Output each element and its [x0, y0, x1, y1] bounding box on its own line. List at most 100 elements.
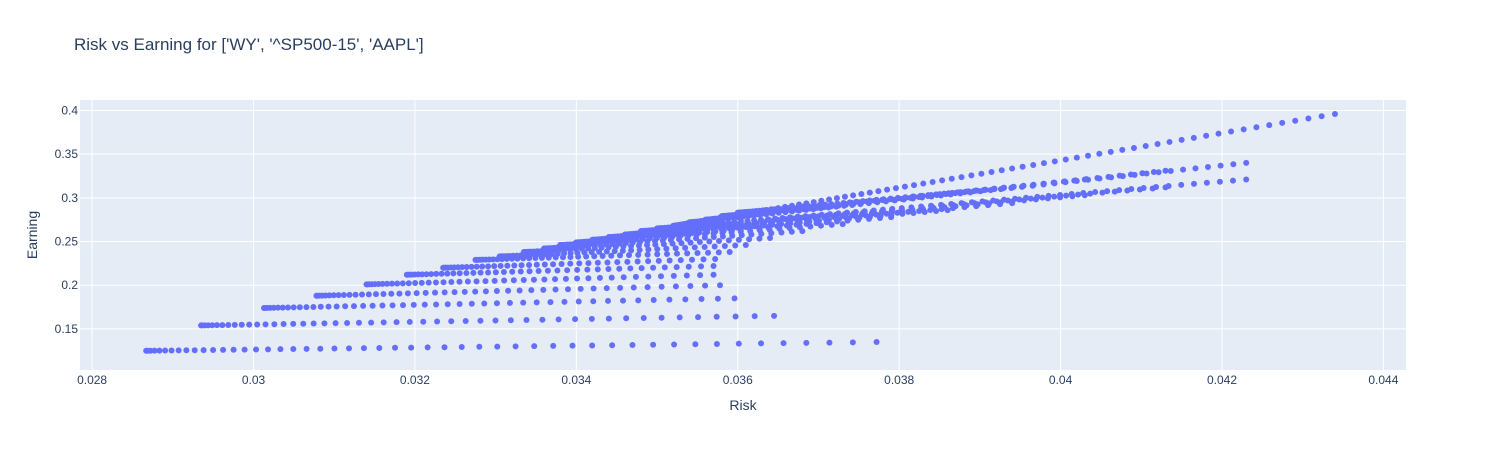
- scatter-point: [310, 320, 317, 327]
- scatter-point: [697, 272, 704, 279]
- scatter-point: [879, 206, 886, 213]
- scatter-point: [714, 295, 721, 302]
- scatter-point: [835, 210, 842, 217]
- y-tick-label: 0.2: [61, 278, 78, 292]
- scatter-point: [1045, 192, 1052, 199]
- scatter-point: [929, 178, 936, 185]
- scatter-point: [317, 303, 324, 310]
- scatter-point: [786, 214, 793, 221]
- scatter-series: [261, 295, 738, 311]
- scatter-point: [509, 268, 516, 275]
- scatter-point: [340, 292, 347, 299]
- scatter-point: [1204, 163, 1211, 170]
- scatter-point: [564, 267, 571, 274]
- scatter-point: [1203, 132, 1210, 139]
- scatter-point: [501, 277, 508, 284]
- scatter-point: [1216, 178, 1223, 185]
- scatter-point: [516, 287, 523, 294]
- scatter-point: [624, 258, 631, 265]
- scatter-point: [771, 312, 778, 319]
- scatter-point: [751, 313, 758, 320]
- scatter-point: [432, 279, 439, 286]
- scatter-point: [938, 201, 945, 208]
- scatter-point: [468, 300, 475, 307]
- scatter-point: [331, 345, 338, 352]
- scatter-point: [290, 320, 297, 327]
- scatter-point: [517, 268, 524, 275]
- scatter-point: [713, 340, 720, 347]
- scatter-point: [265, 346, 272, 353]
- scatter-point: [432, 289, 439, 296]
- scatter-point: [902, 194, 909, 201]
- scatter-point: [481, 300, 488, 307]
- scatter-point: [1215, 130, 1222, 137]
- scatter-point: [726, 249, 733, 256]
- scatter-point: [917, 192, 924, 199]
- scatter-point: [526, 268, 533, 275]
- scatter-point: [658, 314, 665, 321]
- scatter-point: [756, 235, 763, 242]
- scatter-point: [780, 205, 787, 212]
- x-tick-label: 0.03: [242, 373, 266, 387]
- scatter-point: [476, 343, 483, 350]
- scatter-point: [360, 345, 367, 352]
- x-tick-label: 0.038: [884, 373, 914, 387]
- scatter-point: [609, 342, 616, 349]
- scatter-point: [673, 250, 680, 257]
- x-tick-label: 0.042: [1207, 373, 1237, 387]
- scatter-point: [547, 299, 554, 306]
- scatter-point: [444, 301, 451, 308]
- scatter-point: [392, 344, 399, 351]
- scatter-point: [866, 189, 873, 196]
- scatter-point: [404, 290, 411, 297]
- scatter-point: [731, 295, 738, 302]
- scatter-point: [1051, 193, 1058, 200]
- scatter-point: [698, 263, 705, 270]
- scatter-point: [711, 243, 718, 250]
- y-tick-label: 0.25: [55, 235, 79, 249]
- scatter-point: [617, 252, 624, 259]
- scatter-point: [1192, 165, 1199, 172]
- scatter-point: [384, 280, 391, 287]
- scatter-point: [623, 315, 630, 322]
- scatter-point: [706, 238, 713, 245]
- y-tick-labels: 0.15 0.2 0.25 0.3 0.35 0.4: [55, 103, 79, 335]
- scatter-point: [682, 296, 689, 303]
- scatter-point: [663, 245, 670, 252]
- scatter-point: [1178, 136, 1185, 143]
- scatter-point: [746, 236, 753, 243]
- scatter-point: [1180, 166, 1187, 173]
- scatter-point: [672, 283, 679, 290]
- scatter-point: [284, 304, 291, 311]
- scatter-point: [463, 270, 470, 277]
- scatter-point: [191, 347, 198, 354]
- scatter-point: [666, 296, 673, 303]
- scatter-point: [493, 300, 500, 307]
- scatter-point: [751, 217, 758, 224]
- scatter-point: [380, 319, 387, 326]
- scatter-point: [636, 246, 643, 253]
- scatter-point: [376, 344, 383, 351]
- scatter-point: [1116, 172, 1123, 179]
- scatter-point: [603, 285, 610, 292]
- scatter-point: [596, 274, 603, 281]
- scatter-point: [380, 290, 387, 297]
- scatter-point: [990, 197, 997, 204]
- scatter-point: [1075, 191, 1082, 198]
- scatter-point: [400, 302, 407, 309]
- scatter-point: [654, 246, 661, 253]
- scatter-series: [670, 110, 1338, 229]
- scatter-point: [440, 279, 447, 286]
- scatter-point: [849, 339, 856, 346]
- scatter-point: [1230, 161, 1237, 168]
- scatter-point: [957, 189, 964, 196]
- scatter-point: [1071, 177, 1078, 184]
- scatter-point: [816, 202, 823, 209]
- scatter-point: [1085, 152, 1092, 159]
- scatter-point: [655, 257, 662, 264]
- scatter-point: [901, 183, 908, 190]
- y-tick-label: 0.15: [55, 322, 79, 336]
- scatter-point: [716, 282, 723, 289]
- scatter-point: [1030, 181, 1037, 188]
- scatter-point: [968, 172, 975, 179]
